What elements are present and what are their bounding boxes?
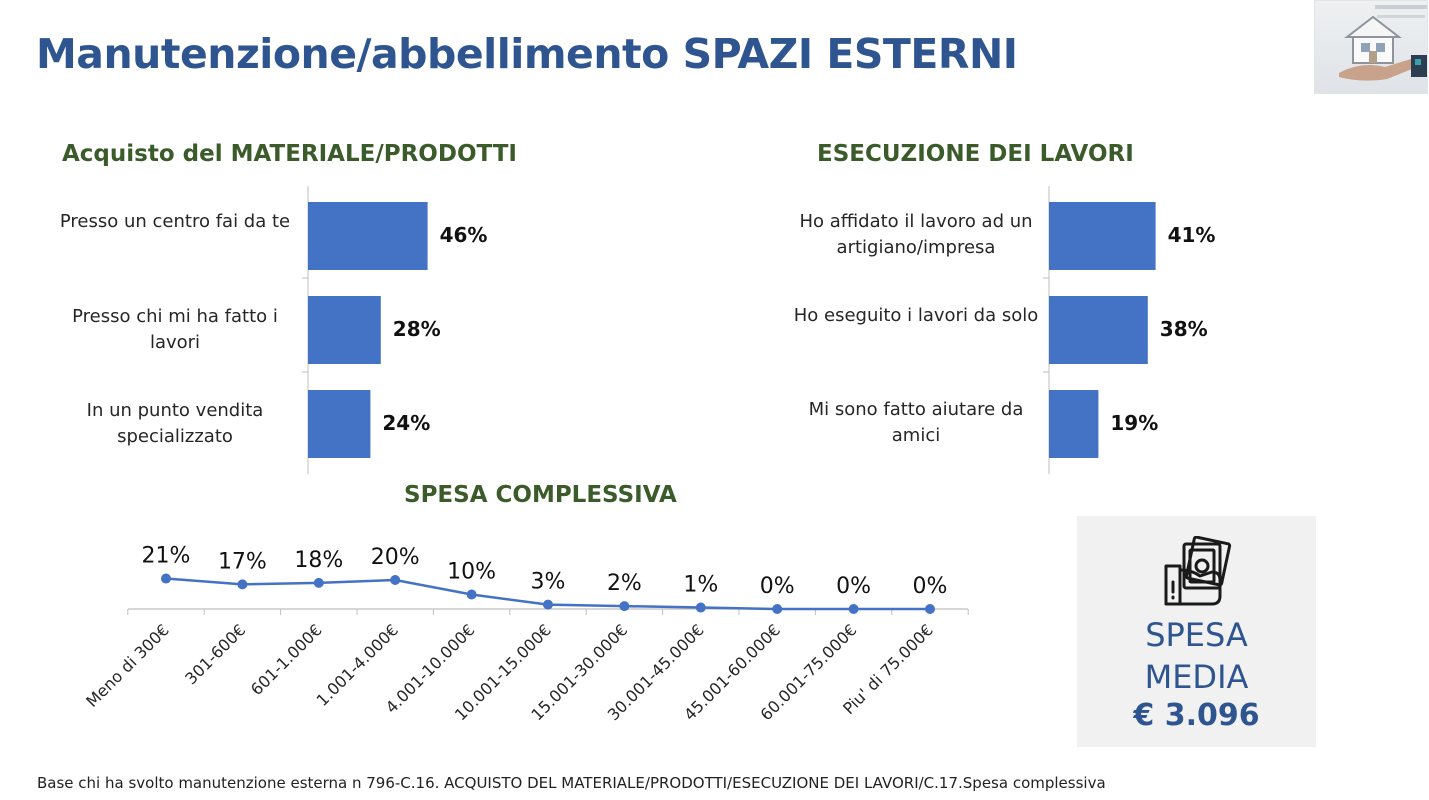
data-label: 21% (142, 544, 191, 569)
bar-value-label: 28% (392, 317, 441, 341)
bar-chart-materiale: Presso un centro fai da te Presso chi mi… (50, 186, 610, 476)
data-point (543, 599, 553, 610)
data-point (695, 602, 706, 613)
spesa-media-value: € 3.096 (1133, 698, 1260, 733)
data-label: 10% (447, 560, 496, 585)
bar (1049, 296, 1148, 364)
bar-value-label: 38% (1159, 317, 1208, 341)
bar-category-label: Ho eseguito i lavori da solo (793, 305, 1039, 326)
data-point (466, 589, 477, 600)
bar (308, 296, 381, 364)
chart-title-spesa: SPESA COMPLESSIVA (404, 482, 677, 508)
tick-label: 301-600€ (181, 620, 249, 688)
data-label: 20% (371, 545, 420, 570)
logo-image (1314, 0, 1428, 94)
data-point (313, 577, 324, 588)
bar-value-label: 46% (439, 223, 488, 247)
data-label: 1% (683, 573, 718, 598)
data-point (619, 601, 630, 612)
data-point (161, 573, 171, 584)
chart-title-materiale: Acquisto del MATERIALE/PRODOTTI (62, 141, 517, 167)
bar-value-label: 24% (382, 411, 431, 435)
bar (1049, 202, 1156, 270)
data-label: 3% (531, 570, 566, 595)
chart-title-esecuzione: ESECUZIONE DEI LAVORI (817, 141, 1134, 167)
money-in-hand-icon (1164, 536, 1232, 606)
house-in-hand-icon (1339, 5, 1427, 81)
data-label: 0% (760, 574, 795, 599)
bar-value-label: 41% (1167, 223, 1216, 247)
line-chart-spesa: 21% Meno di 300€ 17% 301-600€ 18% 601-1.000€ 2… (82, 544, 969, 724)
bar-category-label: Ho affidato il lavoro ad un artigiano/im… (799, 211, 1033, 258)
tick-label: Meno di 300€ (82, 620, 173, 711)
spesa-media-box: SPESA MEDIA € 3.096 (1077, 516, 1316, 747)
bar-value-label: 19% (1110, 411, 1159, 435)
spesa-label-line1: SPESA (1145, 616, 1248, 654)
bar-category-label: Presso un centro fai da te (59, 211, 291, 232)
data-label: 2% (607, 571, 642, 596)
data-point (925, 604, 935, 614)
footnote: Base chi ha svolto manutenzione esterna … (37, 774, 1106, 792)
tick-label: 601-1.000€ (247, 620, 326, 699)
bar-category-label: Presso chi mi ha fatto i lavori (72, 306, 278, 353)
page-title: Manutenzione/abbellimento SPAZI ESTERNI (36, 30, 1018, 78)
data-point (390, 575, 401, 585)
data-point (848, 604, 859, 614)
data-label: 17% (218, 549, 267, 574)
bar (1049, 390, 1099, 458)
data-point (772, 604, 783, 614)
data-label: 18% (294, 548, 343, 573)
bar (308, 202, 428, 270)
spesa-label-line2: MEDIA (1144, 658, 1249, 696)
bar (308, 390, 371, 458)
bar-chart-esecuzione: Ho affidato il lavoro ad un artigiano/im… (791, 186, 1351, 476)
bar-category-label: In un punto vendita specializzato (86, 400, 264, 447)
data-label: 0% (913, 574, 948, 599)
data-point (237, 579, 248, 590)
bar-category-label: Mi sono fatto aiutare da amici (808, 399, 1024, 446)
data-label: 0% (836, 574, 871, 599)
